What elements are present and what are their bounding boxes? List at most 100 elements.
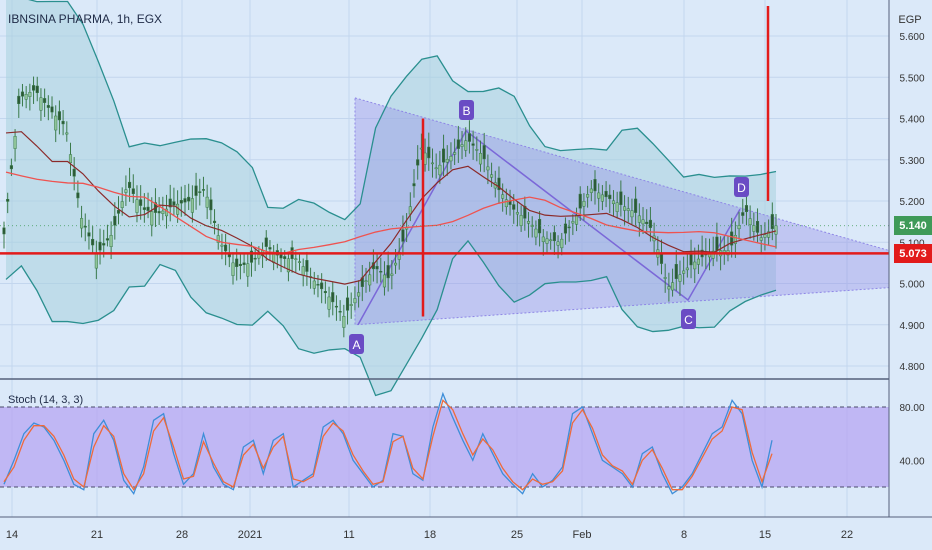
time-tick-label: 21: [91, 529, 103, 541]
moving-average-short: [5, 131, 777, 285]
point-d-label: D: [734, 177, 749, 197]
candle-body: [482, 145, 486, 160]
time-axis-labels: 14 21 28 2021 11 18 25 Feb 8 15 22: [6, 529, 853, 541]
candle-body: [283, 256, 287, 260]
candle-body: [456, 139, 460, 149]
candle-body: [349, 304, 353, 306]
candle-body: [504, 199, 508, 208]
candle-body: [72, 168, 76, 177]
candle-body: [589, 188, 593, 193]
candle-body: [316, 284, 320, 286]
candle-body: [748, 218, 752, 226]
candle-body: [453, 152, 457, 155]
candle-body: [305, 260, 309, 272]
candle-body: [390, 273, 394, 276]
candle-body: [331, 292, 335, 303]
candle-body: [368, 274, 372, 286]
candle-body: [449, 156, 453, 162]
candle-body: [744, 205, 748, 212]
candle-body: [582, 201, 586, 207]
candle-body: [534, 228, 538, 238]
indicator-lines: [5, 0, 777, 397]
candle-body: [556, 241, 560, 246]
candle-body: [342, 316, 346, 328]
price-tick-label: 5.300: [899, 156, 924, 167]
candle-body: [24, 94, 28, 100]
candle-body: [220, 244, 224, 247]
candle-body: [715, 236, 719, 251]
moving-average-long: [5, 171, 777, 255]
candle-body: [464, 140, 468, 151]
candle-body: [567, 226, 571, 229]
candle-body: [164, 208, 169, 217]
candle-body: [460, 144, 464, 147]
candle-body: [678, 274, 682, 282]
candle-body: [560, 238, 564, 249]
candle-body: [597, 192, 601, 199]
candle-body: [767, 231, 771, 238]
candle-body: [526, 221, 531, 224]
candle-body: [545, 238, 549, 244]
candle-body: [39, 97, 43, 111]
candle-body: [168, 198, 172, 208]
candle-body: [9, 165, 13, 170]
candle-body: [382, 274, 387, 288]
point-a-label: A: [349, 334, 364, 354]
price-axis-ticks: 5.600 5.500 5.400 5.300 5.200 5.100 5.000 4.900…: [899, 32, 924, 373]
candle-body: [412, 183, 416, 187]
candle-body: [586, 194, 590, 198]
candle-body: [490, 174, 494, 178]
candle-body: [65, 132, 69, 135]
candle-body: [80, 218, 84, 229]
candle-body: [76, 192, 80, 199]
candle-body: [501, 194, 505, 199]
candle-body: [201, 189, 206, 191]
price-tick-label: 4.900: [899, 321, 924, 332]
candle-body: [663, 277, 667, 279]
candle-body: [693, 261, 697, 270]
candle-body: [357, 292, 361, 297]
candle-body: [430, 162, 435, 165]
candle-body: [301, 266, 305, 276]
candle-body: [512, 204, 516, 210]
candle-body: [755, 221, 760, 233]
candle-body: [571, 221, 575, 224]
candle-body: [109, 235, 113, 247]
bollinger-fill: [6, 0, 776, 396]
candle-body: [87, 232, 91, 237]
candle-body: [634, 198, 638, 213]
candle-body: [120, 201, 124, 208]
time-tick-label: Feb: [573, 529, 592, 541]
candle-body: [253, 257, 257, 260]
candle-body: [172, 201, 176, 206]
point-d-text: D: [737, 181, 746, 195]
candle-body: [741, 212, 745, 216]
candle-body: [711, 250, 715, 259]
currency-label: EGP: [898, 14, 921, 26]
candle-body: [187, 196, 191, 202]
candle-body: [216, 235, 220, 243]
candle-body: [353, 298, 357, 304]
price-tick-label: 5.000: [899, 280, 924, 291]
candle-body: [231, 262, 235, 276]
time-tick-label: 14: [6, 529, 18, 541]
candle-body: [671, 282, 675, 291]
candle-body: [157, 211, 161, 214]
candle-body: [763, 234, 767, 238]
price-tick-label: 5.100: [899, 238, 924, 249]
time-tick-label: 18: [424, 529, 436, 541]
candle-body: [659, 252, 664, 264]
candle-body: [759, 237, 763, 241]
candle-body: [478, 153, 483, 165]
support-badge: [894, 244, 932, 263]
last-price-badge: [894, 216, 932, 235]
bollinger-area: [6, 0, 776, 396]
candle-body: [124, 189, 128, 193]
time-tick-label: 22: [841, 529, 853, 541]
candle-body: [637, 215, 641, 223]
candle-body: [98, 241, 102, 251]
stoch-axis-ticks: 80.00 40.00: [899, 403, 924, 467]
symbol-title: IBNSINA PHARMA, 1h, EGX: [8, 12, 162, 26]
candle-body: [257, 254, 261, 259]
